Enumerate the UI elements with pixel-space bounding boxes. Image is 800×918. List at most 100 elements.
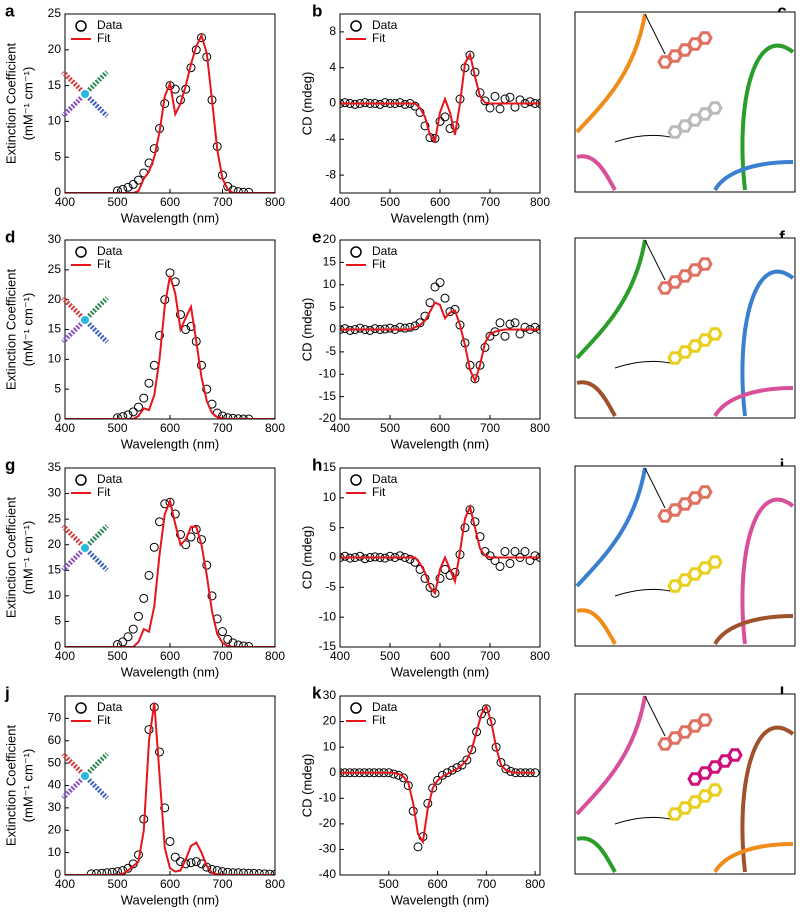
- data-point: [102, 868, 112, 875]
- data-point: [495, 318, 505, 328]
- y-tick-label: 40: [48, 778, 62, 792]
- panel-label: j: [4, 683, 10, 702]
- data-point: [395, 551, 405, 561]
- y-tick-label: 15: [323, 255, 337, 269]
- fit-line: [65, 497, 275, 647]
- dna-strand: [713, 160, 794, 192]
- chart-panel: b -8 -4 0 4 8 400 500 600 700 800 Wavelength (nm) CD…: [299, 1, 550, 225]
- data-point: [500, 547, 510, 557]
- legend-marker: [350, 20, 362, 32]
- data-point: [249, 868, 259, 875]
- data-point: [181, 325, 191, 334]
- fit-line: [340, 503, 540, 596]
- data-point: [170, 509, 180, 519]
- x-tick-label: 600: [160, 421, 180, 435]
- data-point: [144, 378, 154, 388]
- x-tick-label: 600: [430, 195, 450, 209]
- data-point: [490, 555, 500, 565]
- molecule-ring: [697, 257, 713, 271]
- inset-helix: [87, 322, 109, 344]
- panel-label: f: [779, 227, 785, 246]
- data-point: [128, 624, 138, 634]
- data-point: [207, 591, 217, 601]
- data-point: [420, 121, 430, 131]
- data-point: [233, 187, 243, 193]
- data-point: [440, 112, 450, 122]
- data-point: [149, 542, 159, 552]
- x-tick-label: 700: [480, 649, 500, 663]
- x-axis-title: Wavelength (nm): [391, 436, 490, 451]
- y-axis-title: Extinction Coefficient: [3, 269, 18, 391]
- x-tick-label: 400: [55, 195, 75, 209]
- y-tick-label: 5: [54, 614, 61, 628]
- data-point: [520, 322, 530, 332]
- x-tick-label: 600: [430, 421, 450, 435]
- y-tick-label: 10: [48, 845, 62, 859]
- data-markers: [113, 497, 254, 647]
- dna-strand: [576, 154, 617, 191]
- molecule-ring: [697, 485, 713, 499]
- legend-marker: [350, 702, 362, 714]
- x-axis-title: Wavelength (nm): [121, 436, 220, 451]
- y-tick-label: -8: [325, 167, 336, 181]
- y-tick-label: 50: [48, 755, 62, 769]
- inset-helix: [61, 752, 83, 774]
- legend-label: Data: [97, 244, 123, 258]
- data-markers: [86, 702, 275, 875]
- molecule-ring: [707, 327, 723, 341]
- x-tick-label: 600: [160, 195, 180, 209]
- y-tick-label: 4: [329, 60, 336, 74]
- plot-frame: [64, 467, 276, 648]
- y-axis-title: Extinction Coefficient: [3, 43, 18, 165]
- inset-dye: [81, 316, 89, 324]
- y-tick-label: 30: [48, 800, 62, 814]
- data-markers: [113, 33, 254, 193]
- fit-line: [65, 275, 275, 419]
- molecule-ring: [707, 555, 723, 569]
- data-point: [530, 551, 540, 561]
- x-tick-label: 500: [380, 195, 400, 209]
- y-tick-label: 0: [329, 322, 336, 336]
- legend-label: Fit: [97, 257, 111, 271]
- plot-frame: [64, 13, 276, 194]
- y-tick-label: 25: [48, 6, 62, 20]
- legend-label: Data: [372, 18, 398, 32]
- fit-line: [340, 703, 536, 845]
- x-tick-label: 500: [107, 421, 127, 435]
- legend-label: Data: [372, 244, 398, 258]
- data-point: [413, 842, 423, 852]
- inset-helix: [61, 550, 83, 572]
- dna-strand: [575, 13, 647, 134]
- y-tick-label: 15: [323, 460, 337, 474]
- data-point: [244, 868, 254, 875]
- panel-label: e: [312, 227, 321, 246]
- data-point: [505, 92, 515, 102]
- data-point: [457, 760, 467, 770]
- x-tick-label: 800: [265, 421, 285, 435]
- y-tick-label: -4: [325, 131, 336, 145]
- data-point: [505, 558, 515, 568]
- y-tick-label: 10: [323, 490, 337, 504]
- fit-line: [65, 702, 275, 875]
- x-tick-label: 500: [107, 649, 127, 663]
- data-point: [385, 551, 395, 561]
- data-point: [233, 640, 243, 647]
- y-tick-label: -30: [319, 842, 337, 856]
- y-tick-label: -20: [319, 411, 337, 425]
- data-point: [452, 763, 462, 773]
- data-point: [395, 322, 405, 332]
- x-tick-label: 500: [380, 421, 400, 435]
- data-point: [113, 639, 122, 647]
- data-point: [239, 868, 248, 875]
- inset-helix: [87, 70, 109, 92]
- image-frame: [574, 693, 796, 875]
- legend-label: Data: [372, 700, 398, 714]
- y-tick-label: 10: [323, 277, 337, 291]
- y-tick-label: -10: [319, 609, 337, 623]
- linker: [644, 695, 666, 737]
- data-point: [476, 709, 486, 719]
- data-point: [465, 50, 475, 60]
- y-axis-title: CD (mdeg): [299, 526, 314, 590]
- molecule-ring: [707, 101, 723, 115]
- plot-frame: [339, 13, 541, 194]
